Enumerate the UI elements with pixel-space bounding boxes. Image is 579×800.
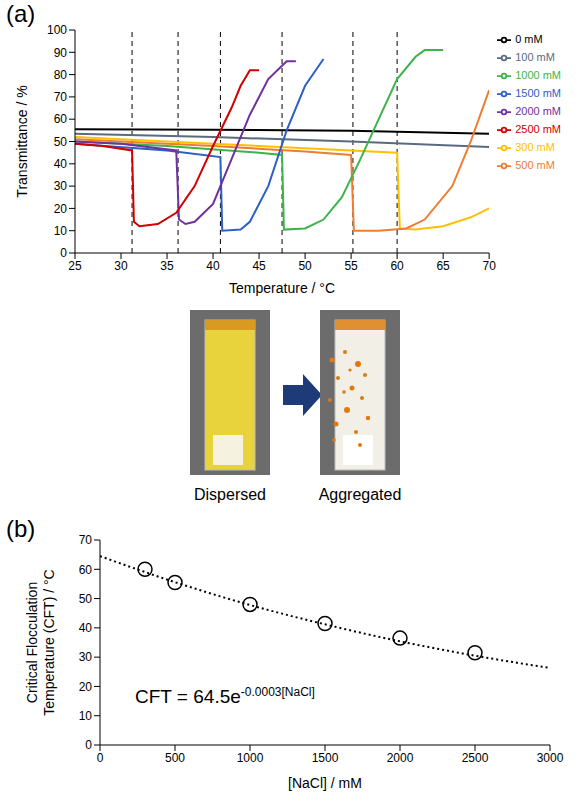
svg-text:Dispersed: Dispersed: [194, 486, 266, 503]
svg-text:70: 70: [79, 533, 93, 547]
svg-text:20: 20: [79, 680, 93, 694]
svg-text:3000: 3000: [537, 751, 564, 765]
svg-text:Aggregated: Aggregated: [319, 486, 402, 503]
svg-text:Temperature / °C: Temperature / °C: [229, 280, 335, 296]
html-text:2000 mM: 2000 mM: [515, 105, 561, 117]
svg-text:1000: 1000: [237, 751, 264, 765]
svg-text:40: 40: [54, 157, 68, 171]
svg-text:90: 90: [54, 46, 68, 60]
svg-text:50: 50: [54, 135, 68, 149]
svg-text:60: 60: [390, 259, 404, 273]
svg-text:Transmittance / %: Transmittance / %: [14, 85, 30, 197]
html-text:1000 mM: 1000 mM: [515, 69, 561, 81]
html-text:(b): (b): [6, 515, 36, 542]
html-text:2500 mM: 2500 mM: [515, 123, 561, 135]
svg-text:40: 40: [206, 259, 220, 273]
svg-text:55: 55: [344, 259, 358, 273]
svg-text:2000: 2000: [387, 751, 414, 765]
svg-text:Critical FlocculationTemperatu: Critical FlocculationTemperature (CFT) /…: [24, 569, 57, 715]
svg-text:10: 10: [54, 224, 68, 238]
svg-text:30: 30: [54, 179, 68, 193]
svg-text:70: 70: [54, 90, 68, 104]
svg-text:1500: 1500: [312, 751, 339, 765]
svg-text:50: 50: [79, 592, 93, 606]
svg-text:70: 70: [482, 259, 496, 273]
svg-text:20: 20: [54, 202, 68, 216]
html-text:100 mM: 100 mM: [515, 51, 555, 63]
html-text:300 mM: 300 mM: [515, 141, 555, 153]
html-text:1500 mM: 1500 mM: [515, 87, 561, 99]
svg-text:40: 40: [79, 621, 93, 635]
svg-text:25: 25: [68, 259, 82, 273]
svg-text:0: 0: [85, 738, 92, 752]
svg-text:50: 50: [298, 259, 312, 273]
svg-text:100: 100: [47, 23, 67, 37]
svg-text:10: 10: [79, 709, 93, 723]
svg-text:[NaCl] / mM: [NaCl] / mM: [288, 775, 362, 791]
svg-text:35: 35: [160, 259, 174, 273]
svg-text:30: 30: [114, 259, 128, 273]
svg-text:45: 45: [252, 259, 266, 273]
html-text:CFT = 64.5e-0.0003[NaCl]: CFT = 64.5e-0.0003[NaCl]: [135, 685, 315, 708]
html-text:0 mM: 0 mM: [515, 33, 543, 45]
svg-text:60: 60: [79, 563, 93, 577]
svg-text:2500: 2500: [462, 751, 489, 765]
svg-text:500: 500: [165, 751, 185, 765]
svg-text:65: 65: [436, 259, 450, 273]
html-text:500 mM: 500 mM: [515, 159, 555, 171]
svg-text:0: 0: [60, 246, 67, 260]
svg-text:60: 60: [54, 112, 68, 126]
html-text:(a): (a): [6, 0, 36, 27]
svg-text:30: 30: [79, 650, 93, 664]
svg-text:80: 80: [54, 68, 68, 82]
svg-text:0: 0: [97, 751, 104, 765]
